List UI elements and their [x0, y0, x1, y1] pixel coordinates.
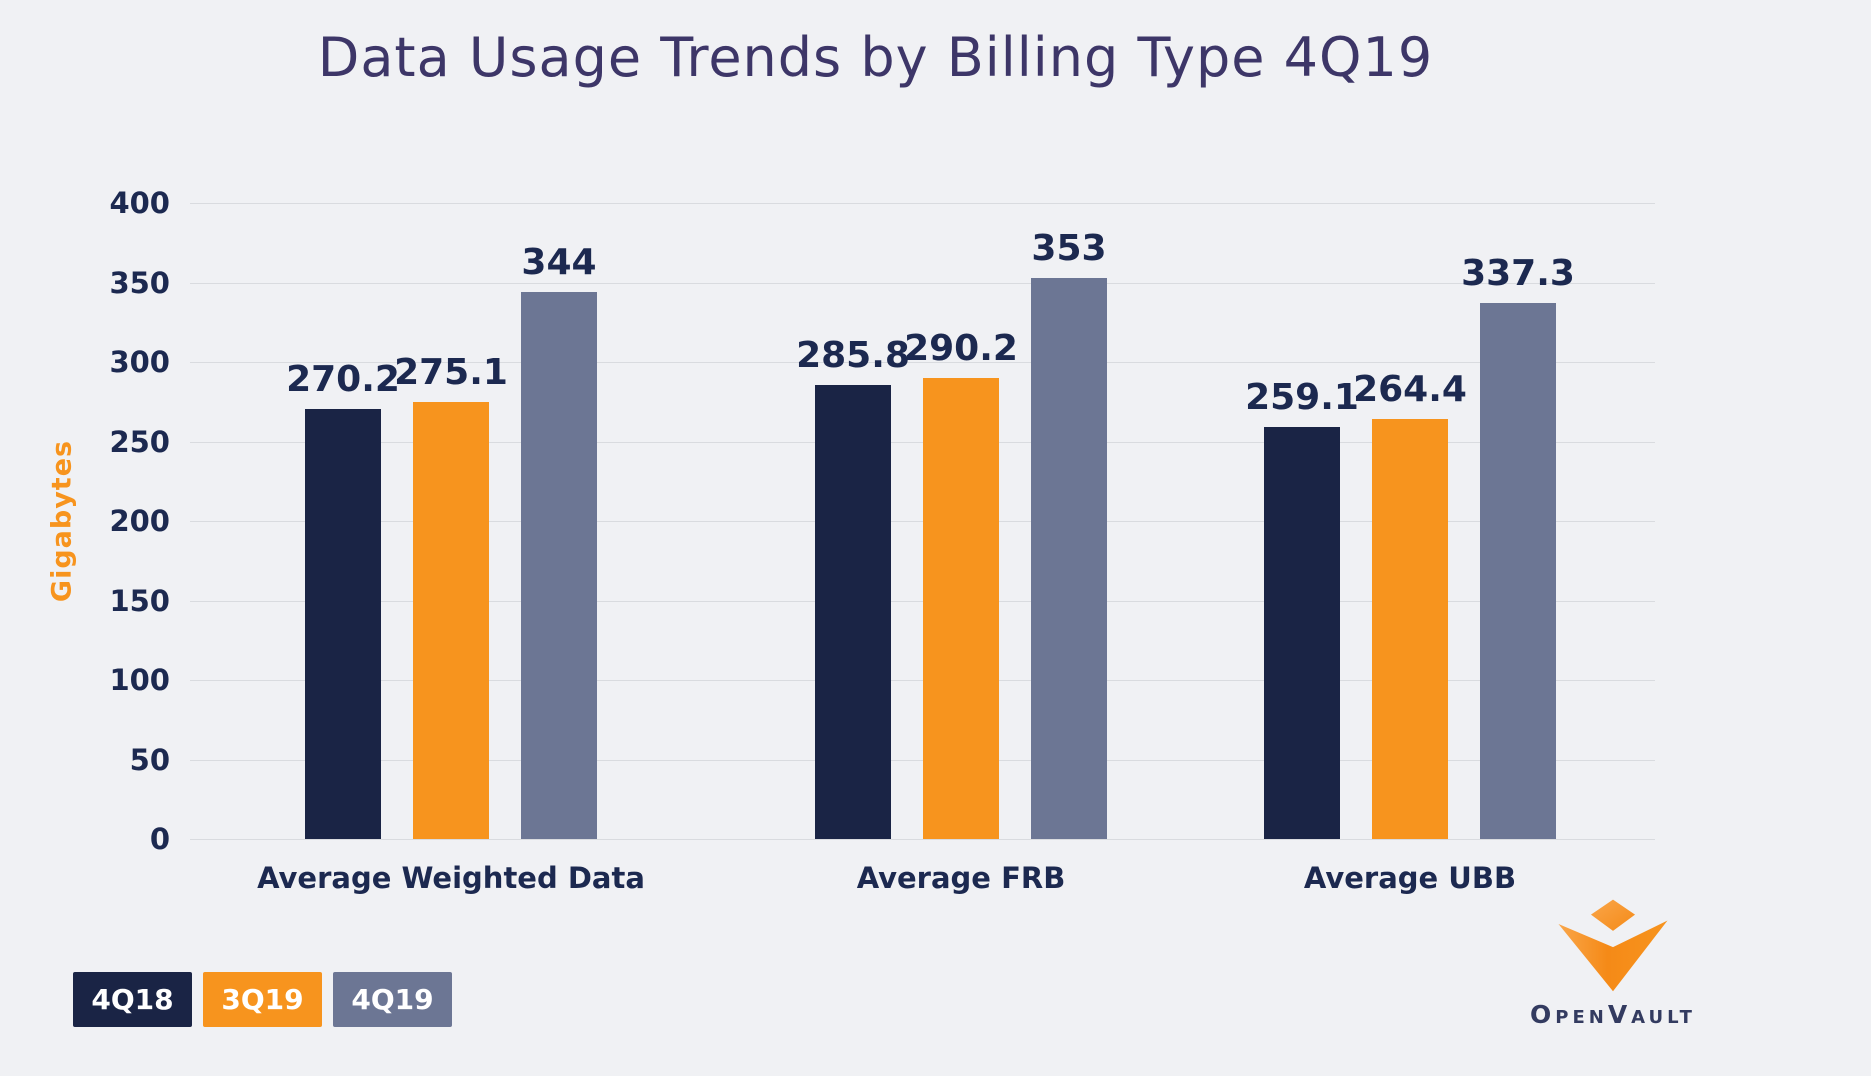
- bar: 344: [521, 242, 597, 839]
- logo-diamond: [1590, 899, 1636, 931]
- gridline: [190, 521, 1655, 522]
- gridline: [190, 839, 1655, 840]
- y-tick-label: 100: [109, 663, 170, 697]
- bar-value-label: 290.2: [904, 327, 1018, 369]
- bar: 275.1: [394, 352, 508, 839]
- bar: 290.2: [904, 328, 1018, 839]
- y-tick-label: 150: [109, 583, 170, 618]
- bar-value-label: 264.4: [1353, 368, 1467, 410]
- y-tick-label: 200: [109, 504, 170, 538]
- bar: 259.1: [1245, 377, 1359, 839]
- bar-value-label: 344: [521, 242, 597, 284]
- bar-group: 270.2 275.1 344: [286, 242, 597, 839]
- legend: 4Q18 3Q19 4Q19: [73, 972, 452, 1027]
- bar: 285.8: [796, 335, 910, 839]
- y-tick-label: 300: [109, 345, 170, 379]
- openvault-logo-text: OpenVault: [1530, 1000, 1696, 1029]
- legend-item: 3Q19: [203, 972, 322, 1027]
- gridline: [190, 203, 1655, 204]
- bar: 264.4: [1353, 369, 1467, 839]
- bar: 270.2: [286, 359, 400, 839]
- y-tick-label: 400: [109, 186, 170, 220]
- category-label: Average UBB: [1303, 861, 1517, 895]
- openvault-logo-icon: [1558, 899, 1668, 992]
- y-tick-label: 250: [109, 424, 170, 459]
- chart-title: Data Usage Trends by Billing Type 4Q19: [317, 26, 1434, 89]
- legend-item: 4Q19: [333, 972, 452, 1027]
- bar-value-label: 259.1: [1245, 377, 1359, 419]
- openvault-logo: OpenVault: [1508, 898, 1718, 1029]
- bar-value-label: 337.3: [1461, 252, 1575, 294]
- bar-group: 259.1 264.4 337.3: [1245, 253, 1575, 839]
- gridline: [190, 600, 1655, 602]
- y-axis-title: Gigabytes: [46, 439, 78, 603]
- y-tick-label: 0: [149, 822, 170, 856]
- category-label: Average Weighted Data: [257, 861, 645, 895]
- gridline: [190, 282, 1655, 284]
- y-tick-label: 50: [129, 742, 170, 777]
- bar-value-label: 270.2: [286, 359, 400, 401]
- gridline: [190, 441, 1655, 443]
- gridline: [190, 362, 1655, 363]
- gridline: [190, 680, 1655, 681]
- bar: 337.3: [1461, 253, 1575, 839]
- plot-area: 0 50 100 150 200 250 300 350 400 270.2 275.1 344 Ave…: [109, 186, 1655, 895]
- bar-group: 285.8 290.2 353: [796, 228, 1107, 839]
- bar-value-label: 275.1: [394, 351, 508, 393]
- bar-value-label: 353: [1031, 227, 1107, 269]
- bar: 353: [1031, 228, 1107, 839]
- y-tick-label: 350: [109, 265, 170, 300]
- bar-value-label: 285.8: [796, 334, 910, 376]
- logo-vault-v: [1558, 920, 1668, 992]
- category-label: Average FRB: [856, 861, 1066, 895]
- gridline: [190, 759, 1655, 761]
- legend-item: 4Q18: [73, 972, 192, 1027]
